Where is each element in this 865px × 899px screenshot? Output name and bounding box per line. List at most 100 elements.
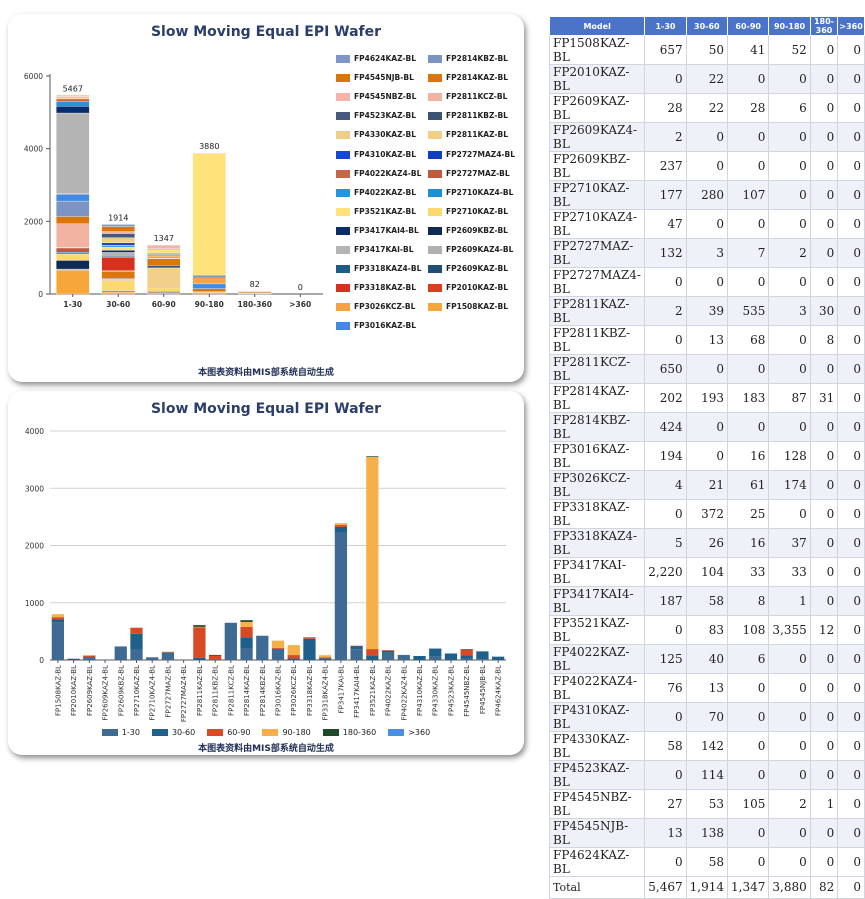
table-cell-value: 107 bbox=[727, 180, 770, 210]
chart1-legend-item: FP2710KAZ-BL bbox=[428, 207, 508, 218]
table-row: FP2814KAZ-BL 202 193 183 87 31 0 bbox=[548, 383, 865, 413]
table-cell-value: 0 bbox=[837, 818, 865, 848]
table-cell-value: 108 bbox=[727, 615, 770, 645]
chart1-legend-item: FP3318KAZ-BL bbox=[336, 283, 416, 294]
chart2-bar-segment bbox=[83, 658, 96, 660]
chart1-ytick-label: 6000 bbox=[24, 72, 43, 81]
chart2-bar-segment bbox=[208, 659, 222, 660]
chart2-xtick-label: FP4523KAZ-BL bbox=[447, 665, 455, 716]
chart2-bar-segment bbox=[319, 657, 332, 659]
table-cell-value: 3 bbox=[768, 296, 811, 326]
table-cell-value: 0 bbox=[768, 412, 811, 442]
table-cell-value: 1 bbox=[768, 586, 811, 616]
table-cell-value: 0 bbox=[644, 325, 687, 355]
table-cell-value: 53 bbox=[685, 789, 729, 819]
legend-label: FP4310KAZ-BL bbox=[354, 149, 417, 159]
table-cell-value: 39 bbox=[685, 296, 729, 326]
chart2-bar-segment bbox=[161, 651, 175, 653]
table-cell-value: 0 bbox=[768, 673, 811, 703]
chart1-bar-segment bbox=[101, 242, 135, 246]
table-cell-value: 0 bbox=[768, 325, 811, 355]
table-cell-value: 0 bbox=[809, 586, 839, 616]
chart2-legend-item: 60-90 bbox=[207, 728, 250, 737]
legend-swatch bbox=[428, 284, 442, 293]
chart2-bar-segment bbox=[429, 648, 442, 657]
table-cell-value: 13 bbox=[685, 325, 729, 355]
legend-label: FP2609KAZ-BL bbox=[446, 264, 509, 274]
table-cell-value: 2 bbox=[644, 296, 687, 326]
table-cell-value: 0 bbox=[727, 818, 770, 848]
table-row: FP4022KAZ4-BL 76 13 0 0 0 0 bbox=[548, 673, 865, 703]
legend-label: FP3016KAZ-BL bbox=[354, 321, 417, 331]
chart1-bar-segment bbox=[238, 290, 272, 292]
chart2-bar-segment bbox=[146, 657, 159, 660]
chart1-ytick-label: 2000 bbox=[24, 217, 43, 226]
table-cell-value: 0 bbox=[809, 731, 839, 761]
chart1-legend-item: FP3318KAZ4-BL bbox=[336, 264, 421, 275]
legend-label: FP2609KAZ4-BL bbox=[446, 245, 514, 254]
legend-label: FP4545NBZ-BL bbox=[354, 92, 417, 102]
legend-swatch bbox=[428, 188, 442, 197]
table-cell-value: 0 bbox=[837, 296, 865, 326]
chart1-legend-item: FP2811KCZ-BL bbox=[428, 92, 507, 103]
legend-swatch bbox=[336, 131, 350, 140]
table-row: FP4330KAZ-BL 58 142 0 0 0 0 bbox=[548, 731, 865, 761]
table-cell-model: FP3026KCZ-BL bbox=[548, 470, 646, 500]
legend-swatch bbox=[336, 284, 350, 293]
table-cell-value: 1,914 bbox=[685, 876, 729, 899]
legend-swatch bbox=[101, 729, 118, 736]
chart2-bar-segment bbox=[350, 645, 363, 647]
table-row: FP3417KAI-BL 2,220 104 33 33 0 0 bbox=[548, 557, 865, 587]
legend-label: FP3026KCZ-BL bbox=[354, 302, 416, 312]
table-row: FP3318KAZ4-BL 5 26 16 37 0 0 bbox=[548, 528, 865, 558]
table-cell-value: 0 bbox=[837, 615, 865, 645]
table-cell-value: 26 bbox=[685, 528, 729, 558]
table-body: FP1508KAZ-BL 657 50 41 52 0 0 FP2010KAZ-BL 0 22 0 0… bbox=[548, 35, 865, 899]
table-row: FP4310KAZ-BL 0 70 0 0 0 0 bbox=[548, 702, 865, 732]
table-cell-value: 128 bbox=[768, 441, 811, 471]
table-cell-value: 13 bbox=[685, 673, 729, 703]
chart1-legend-item: FP4022KAZ4-BL bbox=[336, 169, 421, 180]
chart2-bar-segment bbox=[429, 656, 442, 660]
table-cell-value: 0 bbox=[727, 760, 770, 790]
chart2-bar-segment bbox=[287, 658, 300, 660]
legend-swatch bbox=[336, 188, 350, 197]
chart2-bar-segment bbox=[224, 622, 237, 660]
table-cell-value: 87 bbox=[768, 383, 811, 413]
chart1-legend-item: FP2710KAZ4-BL bbox=[428, 188, 513, 199]
chart2-xtick-label: FP4545NJB-BL bbox=[479, 665, 487, 714]
table-cell-value: 0 bbox=[837, 470, 865, 500]
legend-label: FP1508KAZ-BL bbox=[446, 302, 509, 312]
chart1-legend-item: FP2814KAZ-BL bbox=[428, 73, 508, 84]
chart2-xtick-label: FP2814KAZ-BL bbox=[243, 665, 251, 716]
table-cell-value: 105 bbox=[727, 789, 770, 819]
table-cell-model: FP2814KAZ-BL bbox=[548, 383, 646, 413]
chart2-xtick-label: FP1508KAZ-BL bbox=[54, 665, 62, 716]
table-cell-value: 104 bbox=[685, 557, 729, 587]
table-cell-value: 58 bbox=[644, 731, 687, 761]
table-cell-value: 25 bbox=[727, 499, 770, 529]
table-cell-value: 0 bbox=[727, 702, 770, 732]
table-cell-model: FP4545NBZ-BL bbox=[548, 789, 646, 819]
table-cell-value: 0 bbox=[837, 528, 865, 558]
chart2-xtick-label: FP2609KAZ-BL bbox=[86, 665, 94, 716]
table-cell-value: 0 bbox=[768, 731, 811, 761]
chart1-bar-segment bbox=[101, 231, 135, 234]
chart1-total-label: 1347 bbox=[154, 234, 174, 243]
table-cell-value: 0 bbox=[685, 151, 729, 181]
table-cell-value: 0 bbox=[727, 731, 770, 761]
legend-swatch bbox=[336, 150, 350, 159]
chart2-ytick-label: 4000 bbox=[25, 427, 44, 436]
table-cell-value: 0 bbox=[727, 412, 770, 442]
table-cell-value: 0 bbox=[768, 209, 811, 239]
chart1-bar-segment bbox=[56, 223, 90, 248]
chart1-legend-item: FP4022KAZ-BL bbox=[336, 188, 416, 199]
chart1-bar-segment bbox=[147, 291, 181, 293]
table-cell-value: 31 bbox=[809, 383, 839, 413]
table-header-cell: 180-360 bbox=[809, 16, 839, 36]
table-cell-model: FP3417KAI-BL bbox=[548, 557, 646, 587]
table-cell-value: 138 bbox=[685, 818, 729, 848]
legend-swatch bbox=[428, 74, 442, 83]
chart2-xtick-label: FP4624KAZ-BL bbox=[495, 665, 503, 716]
chart2-bar-segment bbox=[240, 626, 253, 638]
